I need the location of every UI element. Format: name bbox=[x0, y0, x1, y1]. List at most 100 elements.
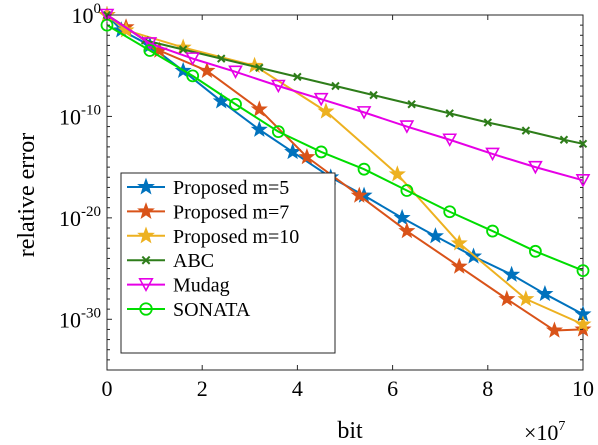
data-point bbox=[317, 102, 335, 119]
x-tick-label: 0 bbox=[102, 376, 113, 401]
axes-frame bbox=[106, 14, 584, 371]
legend-item: Proposed m=7 bbox=[127, 201, 289, 223]
legend-label: Proposed m=7 bbox=[173, 201, 289, 223]
data-point bbox=[369, 90, 378, 100]
plot-area bbox=[106, 14, 584, 371]
x-multiplier-exponent: 7 bbox=[558, 419, 565, 434]
data-point bbox=[450, 257, 468, 274]
legend-marker bbox=[137, 202, 155, 219]
y-tick-base: 10 bbox=[59, 307, 81, 332]
y-tick-label: 10-30 bbox=[59, 305, 101, 332]
y-tick-exponent: -10 bbox=[81, 102, 101, 118]
legend-label: Mudag bbox=[173, 275, 230, 297]
data-point bbox=[398, 222, 416, 239]
data-point bbox=[271, 125, 285, 139]
data-point bbox=[521, 126, 531, 135]
data-point bbox=[229, 97, 242, 111]
data-point bbox=[483, 118, 493, 127]
data-point bbox=[503, 265, 521, 282]
data-point bbox=[271, 79, 286, 94]
data-point bbox=[536, 284, 554, 302]
data-point bbox=[450, 234, 468, 251]
y-tick-exponent: -20 bbox=[81, 204, 101, 220]
legend-item: SONATA bbox=[127, 299, 251, 321]
data-point bbox=[388, 165, 406, 182]
data-point bbox=[298, 148, 316, 165]
y-tick-label: 100 bbox=[72, 1, 102, 28]
data-point bbox=[545, 321, 563, 338]
data-point bbox=[575, 174, 591, 188]
data-point bbox=[443, 205, 457, 219]
data-point bbox=[314, 145, 328, 159]
x-tick-label: 8 bbox=[482, 376, 493, 401]
data-point bbox=[143, 44, 157, 57]
legend-item: ABC bbox=[127, 250, 214, 272]
data-point bbox=[350, 186, 368, 203]
series-2 bbox=[98, 6, 592, 332]
legend-box bbox=[120, 172, 336, 354]
data-point bbox=[313, 92, 329, 107]
data-point bbox=[445, 109, 454, 118]
data-point bbox=[356, 106, 372, 120]
data-point bbox=[498, 290, 516, 307]
data-point bbox=[178, 45, 188, 54]
series-line bbox=[106, 14, 584, 145]
data-point bbox=[293, 72, 302, 82]
legend-marker bbox=[139, 302, 153, 316]
x-multiplier: ×107 bbox=[524, 419, 565, 445]
data-point bbox=[250, 100, 268, 117]
x-tick-label: 10 bbox=[572, 376, 594, 401]
data-point bbox=[357, 162, 371, 176]
data-point bbox=[442, 133, 458, 147]
data-point bbox=[198, 61, 216, 79]
legend-marker bbox=[138, 278, 154, 293]
y-tick-base: 10 bbox=[59, 206, 81, 231]
legend-item: Proposed m=5 bbox=[127, 177, 289, 199]
data-point bbox=[186, 69, 200, 83]
series-4 bbox=[99, 8, 591, 188]
data-point bbox=[529, 244, 542, 258]
legend-item: Mudag bbox=[127, 275, 230, 297]
legend-label: Proposed m=10 bbox=[173, 226, 299, 248]
data-point bbox=[528, 160, 543, 175]
data-point bbox=[331, 81, 340, 91]
data-point bbox=[576, 264, 590, 278]
data-point bbox=[400, 184, 414, 197]
data-point bbox=[250, 120, 268, 137]
legend-item: Proposed m=10 bbox=[127, 226, 299, 248]
data-point bbox=[486, 224, 499, 238]
data-point bbox=[578, 139, 588, 149]
data-point bbox=[426, 227, 444, 244]
data-point bbox=[185, 52, 201, 66]
legend-marker bbox=[141, 255, 151, 265]
data-point bbox=[393, 208, 411, 226]
y-tick-exponent: 0 bbox=[94, 1, 102, 17]
x-axis-label: bit bbox=[337, 418, 363, 444]
data-point bbox=[517, 290, 535, 307]
y-tick-label: 10-20 bbox=[59, 204, 101, 231]
y-tick-base: 10 bbox=[72, 3, 94, 28]
y-tick-exponent: -30 bbox=[81, 305, 101, 321]
data-point bbox=[407, 100, 416, 109]
data-point bbox=[399, 120, 415, 134]
series-line bbox=[106, 24, 584, 272]
data-point bbox=[574, 320, 592, 337]
x-tick-label: 4 bbox=[292, 376, 303, 401]
legend-marker bbox=[137, 177, 155, 195]
data-point bbox=[142, 37, 158, 51]
data-point bbox=[485, 147, 500, 162]
series-3 bbox=[102, 10, 588, 149]
legend-label: ABC bbox=[173, 250, 214, 272]
data-point bbox=[559, 135, 569, 144]
y-tick-label: 10-10 bbox=[59, 102, 101, 129]
x-multiplier-base: ×10 bbox=[524, 420, 558, 445]
y-tick-base: 10 bbox=[59, 104, 81, 129]
data-point bbox=[284, 142, 302, 160]
data-point bbox=[117, 21, 135, 38]
data-point bbox=[228, 65, 243, 79]
y-axis-label: relative error bbox=[14, 133, 40, 258]
series-line bbox=[106, 14, 584, 182]
legend-marker bbox=[137, 226, 155, 244]
